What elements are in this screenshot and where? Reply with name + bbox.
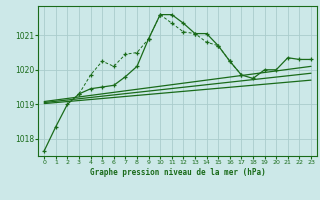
X-axis label: Graphe pression niveau de la mer (hPa): Graphe pression niveau de la mer (hPa) (90, 168, 266, 177)
